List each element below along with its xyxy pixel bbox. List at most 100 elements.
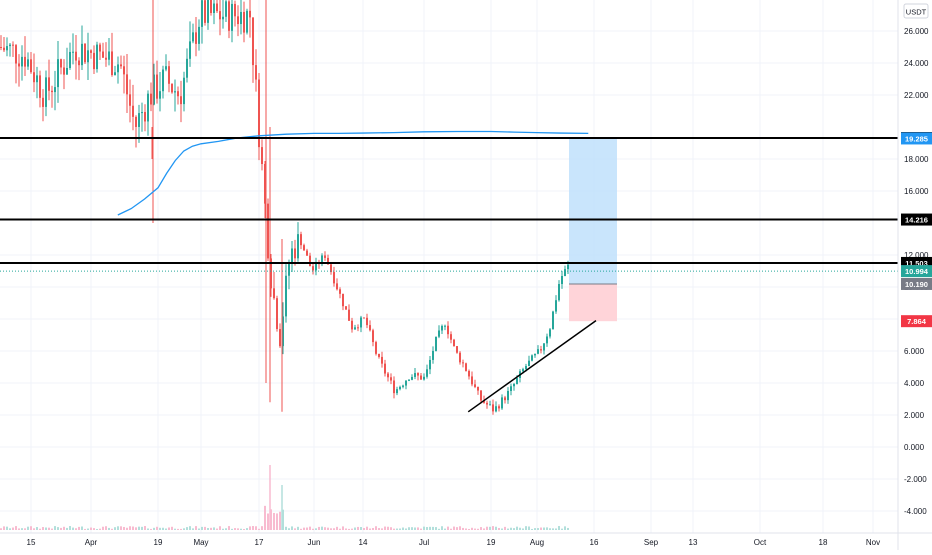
candle-body [246, 10, 248, 33]
price-badges: 19.30914.21611.50319.28510.99410.1907.86… [901, 132, 932, 328]
volume-bar [75, 528, 77, 530]
candle-body [327, 257, 329, 265]
candle-body [342, 293, 344, 307]
candle-body [162, 69, 164, 92]
ma-line[interactable] [117, 130, 589, 216]
volume-bar [477, 528, 479, 530]
loss-zone[interactable] [569, 283, 617, 322]
candle-body [0, 47, 2, 48]
volume-bar [366, 526, 368, 530]
candle-body [3, 47, 5, 51]
volume-bar [66, 527, 68, 530]
volume-bar [441, 526, 443, 530]
volume-bar [138, 526, 140, 530]
candle-body [69, 51, 71, 69]
volume-bar [330, 528, 332, 530]
candle-body [504, 397, 506, 401]
volume-bar [387, 526, 389, 530]
volume-bar [147, 528, 149, 530]
volume-bar [537, 528, 539, 530]
volume-bar [414, 527, 416, 530]
volume-bar [360, 527, 362, 530]
candle-body [45, 77, 47, 107]
volume-bar [399, 528, 401, 530]
candle-body [231, 3, 233, 31]
volume-bar [198, 528, 200, 530]
currency-label-box[interactable]: USDT [903, 3, 929, 19]
price-tick-label: -2.000 [904, 475, 927, 484]
candle-body [207, 0, 209, 23]
candle-body [54, 87, 56, 93]
candle-body [480, 390, 482, 401]
price-badge-label: 7.864 [907, 317, 927, 326]
time-tick-label: 14 [359, 538, 368, 547]
volume-bar [492, 526, 494, 530]
volume-bar [27, 526, 29, 530]
candle-body [198, 26, 200, 44]
volume-bar [384, 526, 386, 530]
candle-body [90, 50, 92, 53]
candle-body [291, 248, 293, 265]
profit-zone[interactable] [569, 138, 617, 284]
candle-body [81, 43, 83, 66]
trendline[interactable] [467, 319, 597, 413]
volume-bar [291, 526, 293, 530]
volume-bar [429, 526, 431, 530]
candle-body [360, 317, 362, 328]
candle-body [414, 373, 416, 377]
position-zones [569, 138, 617, 322]
candle-body [300, 234, 302, 246]
candle-body [18, 63, 20, 67]
volume-bar [252, 526, 254, 530]
volume-bar [204, 526, 206, 530]
volume-bar [333, 528, 335, 530]
volume-bar [12, 527, 14, 530]
candle-body [117, 64, 119, 73]
trendline-segment[interactable] [467, 319, 597, 413]
volume-bar [210, 527, 212, 530]
volume-bar [63, 526, 65, 530]
time-tick-label: Aug [530, 538, 544, 547]
volume-bar [219, 526, 221, 530]
volume-bar [564, 526, 566, 530]
volume-bar [30, 526, 32, 530]
volume-bar [183, 528, 185, 530]
candle-body [177, 91, 179, 97]
candle-body [36, 75, 38, 83]
candle-body [522, 369, 524, 372]
volume-bar [315, 528, 317, 530]
candle-body [285, 275, 287, 317]
volume-bar [177, 528, 179, 530]
volume-bar [321, 526, 323, 530]
candle-body [297, 234, 299, 259]
volume-bar [324, 527, 326, 530]
candle-body [447, 325, 449, 335]
volume-bar [267, 513, 269, 530]
candle-body [159, 91, 161, 99]
volume-bar [6, 526, 8, 530]
horizontal-levels[interactable] [0, 137, 898, 264]
time-tick-label: 19 [154, 538, 163, 547]
time-tick-label: Oct [754, 538, 767, 547]
volume-bar [33, 528, 35, 530]
price-tick-label: 4.000 [904, 379, 925, 388]
volume-bar [243, 528, 245, 530]
candle-body [474, 384, 476, 387]
candle-body [408, 379, 410, 381]
volume-bar [489, 526, 491, 530]
volume-bar [192, 528, 194, 530]
candle-body [240, 11, 242, 25]
candle-body [513, 384, 515, 387]
volume-bar [420, 528, 422, 530]
candle-body [525, 366, 527, 370]
volume-bar [45, 527, 47, 530]
candle-body [270, 258, 272, 289]
candle-body [354, 327, 356, 330]
candle-body [453, 339, 455, 347]
candle-body [501, 397, 503, 409]
volume-bar [552, 528, 554, 530]
time-axis[interactable]: 15 Apr 19 May 17 Jun 14 Jul 19 Aug 16 Sep 13 Oct 18 Nov [0, 532, 932, 547]
candle-body [477, 386, 479, 391]
candle-body [192, 32, 194, 42]
